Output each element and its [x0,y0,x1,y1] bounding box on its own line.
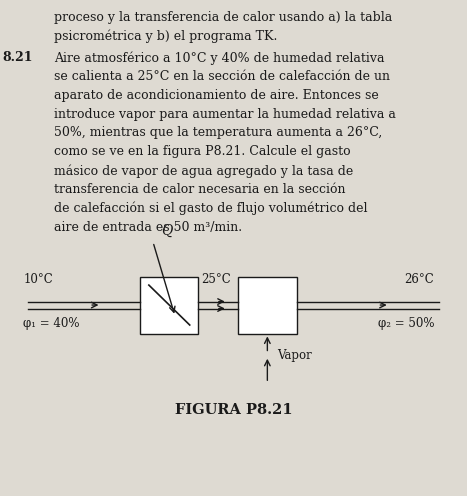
Text: másico de vapor de agua agregado y la tasa de: másico de vapor de agua agregado y la ta… [54,164,353,178]
Text: Aire atmosférico a 10°C y 40% de humedad relativa: Aire atmosférico a 10°C y 40% de humedad… [54,51,384,64]
Text: φ₁ = 40%: φ₁ = 40% [23,317,80,330]
Text: proceso y la transferencia de calor usando a) la tabla: proceso y la transferencia de calor usan… [54,11,392,24]
Text: 25°C: 25°C [201,273,231,286]
Text: transferencia de calor necesaria en la sección: transferencia de calor necesaria en la s… [54,183,345,196]
Text: 50%, mientras que la temperatura aumenta a 26°C,: 50%, mientras que la temperatura aumenta… [54,126,382,139]
Text: introduce vapor para aumentar la humedad relativa a: introduce vapor para aumentar la humedad… [54,108,396,121]
Text: φ₂ = 50%: φ₂ = 50% [378,317,434,330]
Text: 26°C: 26°C [404,273,434,286]
Text: 10°C: 10°C [23,273,53,286]
Text: psicrométrica y b) el programa TK.: psicrométrica y b) el programa TK. [54,30,277,43]
Text: Q: Q [162,224,173,238]
Bar [238,277,297,333]
Text: 8.21: 8.21 [2,51,33,64]
Bar [140,277,198,333]
Text: Vapor: Vapor [276,349,311,363]
Text: como se ve en la figura P8.21. Calcule el gasto: como se ve en la figura P8.21. Calcule e… [54,145,350,158]
Text: de calefacción si el gasto de flujo volumétrico del: de calefacción si el gasto de flujo volu… [54,202,367,215]
Text: FIGURA P8.21: FIGURA P8.21 [175,403,292,417]
Text: aire de entrada es 50 m³/min.: aire de entrada es 50 m³/min. [54,221,242,234]
Text: se calienta a 25°C en la sección de calefacción de un: se calienta a 25°C en la sección de cale… [54,70,389,83]
Text: aparato de acondicionamiento de aire. Entonces se: aparato de acondicionamiento de aire. En… [54,89,378,102]
